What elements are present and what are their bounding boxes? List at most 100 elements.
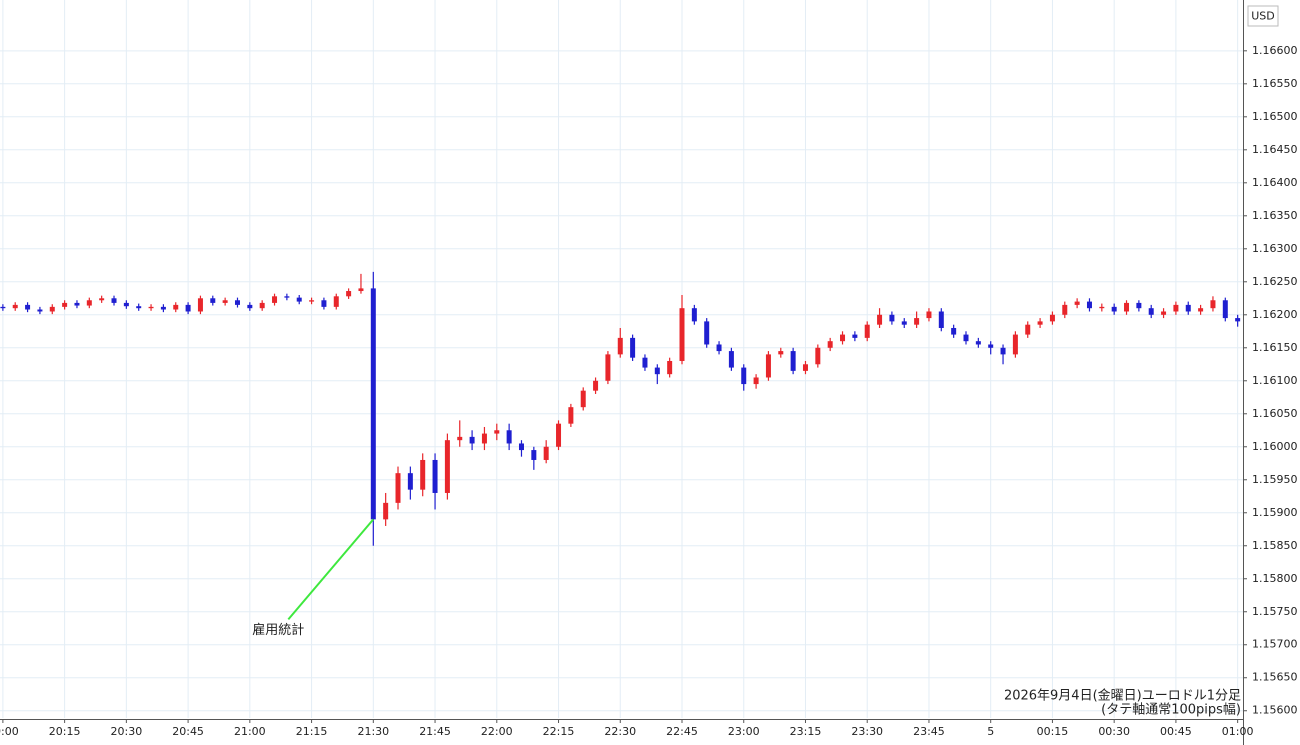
candle-body — [284, 296, 290, 298]
chart-note: (タテ軸通常100pips幅) — [1101, 703, 1241, 718]
candle-body — [1086, 301, 1092, 309]
candle-body — [160, 306, 166, 310]
candle-body — [111, 298, 117, 303]
chart-note: 2026年9月4日(金曜日)ユーロドル1分足 — [1004, 688, 1241, 704]
candle-body — [728, 351, 734, 368]
candle-body — [938, 311, 944, 328]
candle-body — [1012, 334, 1018, 355]
candle-body — [1124, 302, 1130, 312]
x-tick-label: 23:15 — [790, 725, 822, 738]
candle-body — [1185, 304, 1191, 312]
candle-body — [407, 473, 413, 490]
candle-body — [901, 321, 907, 325]
candle-body — [605, 354, 611, 381]
y-tick-label: 1.16550 — [1252, 77, 1298, 90]
x-tick-label: 23:00 — [728, 725, 760, 738]
y-tick-label: 1.16300 — [1252, 242, 1298, 255]
x-tick-label: 23:45 — [913, 725, 945, 738]
y-tick-label: 1.15750 — [1252, 605, 1298, 618]
candle-body — [765, 354, 771, 378]
x-tick-label: 21:45 — [419, 725, 451, 738]
candle-body — [506, 430, 512, 444]
candle-body — [790, 351, 796, 371]
candle-body — [1222, 300, 1228, 319]
x-tick-label: 20:15 — [49, 725, 81, 738]
candle-body — [210, 298, 216, 303]
x-tick-label: 00:15 — [1037, 725, 1069, 738]
candle-body — [457, 436, 463, 441]
candle-body — [469, 436, 475, 444]
x-tick-label: 00:30 — [1098, 725, 1130, 738]
candle-body — [704, 321, 710, 345]
candle-body — [74, 302, 80, 306]
candle-body — [481, 433, 487, 444]
candle-body — [432, 459, 438, 493]
candle-body — [185, 304, 191, 312]
candle-body — [864, 324, 870, 338]
y-tick-label: 1.16050 — [1252, 407, 1298, 420]
candle-body — [197, 298, 203, 312]
x-tick-label: 22:30 — [604, 725, 636, 738]
x-tick-label: 01:00 — [1222, 725, 1254, 738]
candle-body — [556, 423, 562, 447]
candle-body — [358, 288, 364, 292]
candle-body — [1148, 308, 1154, 315]
candle-body — [741, 367, 747, 385]
candle-body — [951, 327, 957, 335]
y-tick-label: 1.15800 — [1252, 572, 1298, 585]
y-tick-label: 1.15600 — [1252, 704, 1298, 717]
y-tick-label: 1.16000 — [1252, 440, 1298, 453]
candle-body — [679, 308, 685, 361]
candle-body — [877, 314, 883, 325]
candle-body — [1037, 321, 1043, 325]
candle-body — [963, 334, 969, 342]
annotation-label: 雇用統計 — [252, 622, 304, 638]
candle-body — [988, 344, 994, 348]
candle-body — [1161, 311, 1167, 315]
candle-body — [1000, 347, 1006, 355]
candle-body — [272, 296, 278, 303]
y-tick-label: 1.16350 — [1252, 209, 1298, 222]
y-tick-label: 1.16150 — [1252, 341, 1298, 354]
candle-body — [654, 367, 660, 375]
candle-body — [346, 291, 352, 297]
candle-body — [667, 360, 673, 375]
candles — [0, 271, 1241, 546]
candle-body — [395, 473, 401, 503]
y-tick-label: 1.16400 — [1252, 176, 1298, 189]
x-tick-label: 00:45 — [1160, 725, 1192, 738]
annotation-line — [287, 518, 375, 621]
candle-body — [1025, 324, 1031, 335]
candle-body — [12, 304, 18, 309]
y-tick-label: 1.16600 — [1252, 44, 1298, 57]
candle-body — [630, 337, 636, 358]
x-tick-label: 21:00 — [234, 725, 266, 738]
candle-body — [444, 440, 450, 493]
x-tick-label: 21:15 — [296, 725, 328, 738]
candle-body — [1235, 318, 1241, 322]
candle-body — [309, 300, 315, 302]
candle-body — [580, 390, 586, 408]
candle-body — [86, 300, 92, 306]
currency-label: USD — [1251, 10, 1275, 23]
y-tick-label: 1.15850 — [1252, 539, 1298, 552]
candle-body — [1074, 301, 1080, 305]
candle-body — [1111, 306, 1117, 312]
candle-body — [889, 314, 895, 322]
candle-body — [1198, 308, 1204, 312]
candle-body — [975, 341, 981, 345]
candle-body — [1136, 302, 1142, 309]
candle-body — [617, 337, 623, 355]
candle-body — [815, 347, 821, 365]
candle-body — [531, 450, 537, 460]
candle-body — [914, 318, 920, 325]
candle-body — [1210, 300, 1216, 309]
candle-body — [296, 297, 302, 302]
x-tick-label: 22:45 — [666, 725, 698, 738]
candle-body — [234, 300, 240, 305]
candle-body — [383, 502, 389, 520]
candle-body — [0, 306, 6, 309]
